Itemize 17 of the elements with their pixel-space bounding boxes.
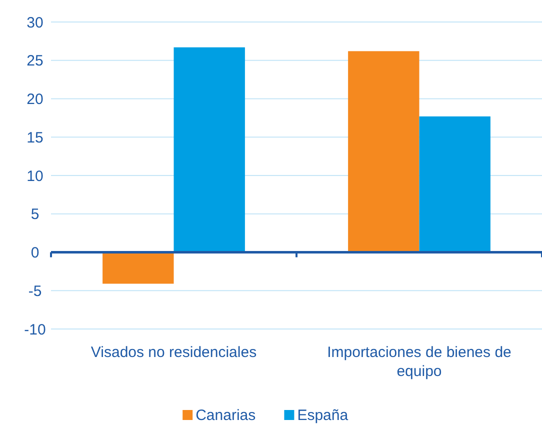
bar	[419, 116, 490, 252]
y-tick-label: 0	[30, 244, 40, 262]
legend-label: España	[297, 407, 349, 424]
y-tick-label: -5	[28, 282, 42, 300]
legend-label: Canarias	[196, 407, 256, 424]
y-tick-label: 5	[30, 206, 40, 224]
y-tick-label: -10	[24, 321, 46, 338]
y-tick-label: 30	[26, 14, 44, 32]
y-tick-label: 25	[26, 52, 44, 70]
x-tick-label: Importaciones de bienes de equipo	[327, 344, 512, 380]
bar	[348, 51, 420, 252]
y-tick-label: 20	[26, 91, 44, 108]
y-tick-label: 15	[26, 129, 44, 146]
bar	[102, 252, 174, 284]
y-tick-label: 10	[26, 168, 44, 185]
bar	[174, 47, 245, 252]
x-tick-label: Visados no residenciales	[90, 344, 257, 361]
